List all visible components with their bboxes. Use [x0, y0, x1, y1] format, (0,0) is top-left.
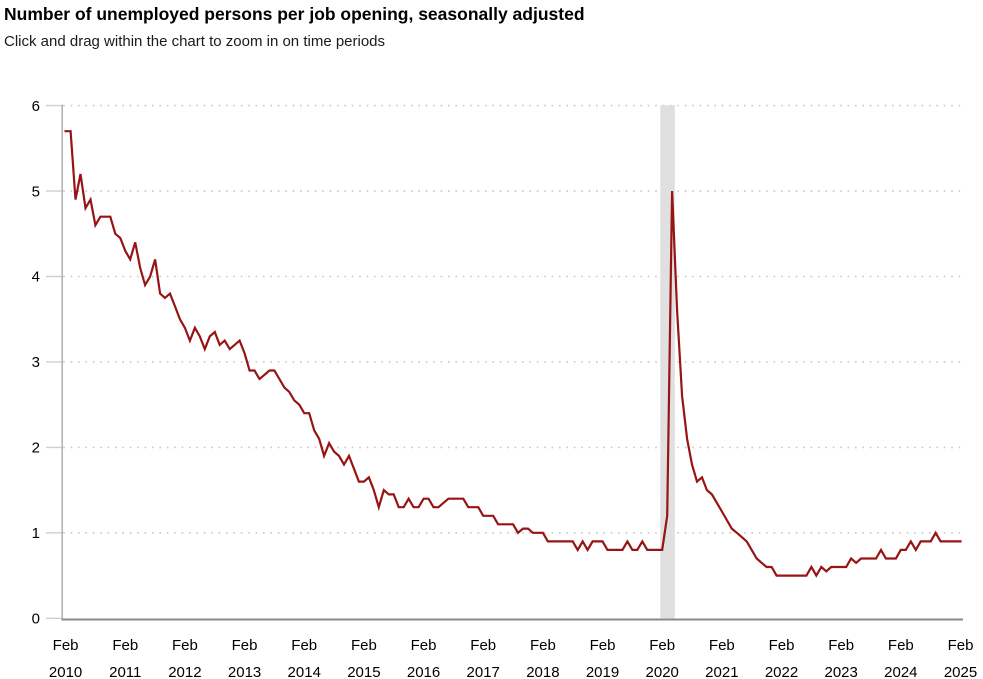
y-axis-label-6: 6 — [32, 98, 40, 115]
x-axis-label-month-2010: Feb — [53, 637, 79, 654]
x-axis-label-month-2022: Feb — [769, 637, 795, 654]
x-axis-label-year-2021: 2021 — [705, 664, 738, 679]
x-axis-label-year-2025: 2025 — [944, 664, 977, 679]
x-axis-label-year-2015: 2015 — [347, 664, 380, 679]
x-axis-label-month-2015: Feb — [351, 637, 377, 654]
x-axis-label-year-2013: 2013 — [228, 664, 261, 679]
x-axis-label-year-2024: 2024 — [884, 664, 917, 679]
x-axis-label-month-2014: Feb — [291, 637, 317, 654]
plot-area[interactable] — [62, 104, 961, 619]
x-axis-label-year-2018: 2018 — [526, 664, 559, 679]
x-axis-label-month-2025: Feb — [948, 637, 974, 654]
series-line — [64, 130, 962, 578]
y-axis-label-4: 4 — [32, 269, 40, 286]
x-axis-label-month-2011: Feb — [112, 637, 138, 654]
y-axis-label-0: 0 — [32, 611, 40, 628]
x-axis-label-month-2021: Feb — [709, 637, 735, 654]
y-axis-label-1: 1 — [32, 525, 40, 542]
x-axis-label-year-2010: 2010 — [49, 664, 82, 679]
x-axis-label-year-2019: 2019 — [586, 664, 619, 679]
chart-title: Number of unemployed persons per job ope… — [4, 4, 585, 24]
x-axis-label-month-2017: Feb — [470, 637, 496, 654]
y-axis-label-5: 5 — [32, 183, 40, 200]
x-axis-label-year-2020: 2020 — [646, 664, 679, 679]
x-axis-label-year-2016: 2016 — [407, 664, 440, 679]
x-axis-label-month-2018: Feb — [530, 637, 556, 654]
x-axis-label-month-2013: Feb — [232, 637, 258, 654]
x-axis-label-month-2019: Feb — [590, 637, 616, 654]
chart-subtitle: Click and drag within the chart to zoom … — [4, 33, 386, 50]
x-axis-label-month-2020: Feb — [649, 637, 675, 654]
x-axis-label-year-2023: 2023 — [824, 664, 857, 679]
x-axis-label-month-2012: Feb — [172, 637, 198, 654]
x-axis-label-year-2011: 2011 — [109, 664, 141, 679]
x-axis-label-year-2014: 2014 — [288, 664, 321, 679]
x-axis-label-year-2017: 2017 — [467, 664, 500, 679]
x-axis-label-year-2012: 2012 — [168, 664, 201, 679]
x-axis-label-month-2016: Feb — [411, 637, 437, 654]
y-axis-label-3: 3 — [32, 354, 40, 371]
x-axis-label-month-2023: Feb — [828, 637, 854, 654]
y-axis-label-2: 2 — [32, 440, 40, 457]
x-axis-label-year-2022: 2022 — [765, 664, 798, 679]
x-axis-label-month-2024: Feb — [888, 637, 914, 654]
